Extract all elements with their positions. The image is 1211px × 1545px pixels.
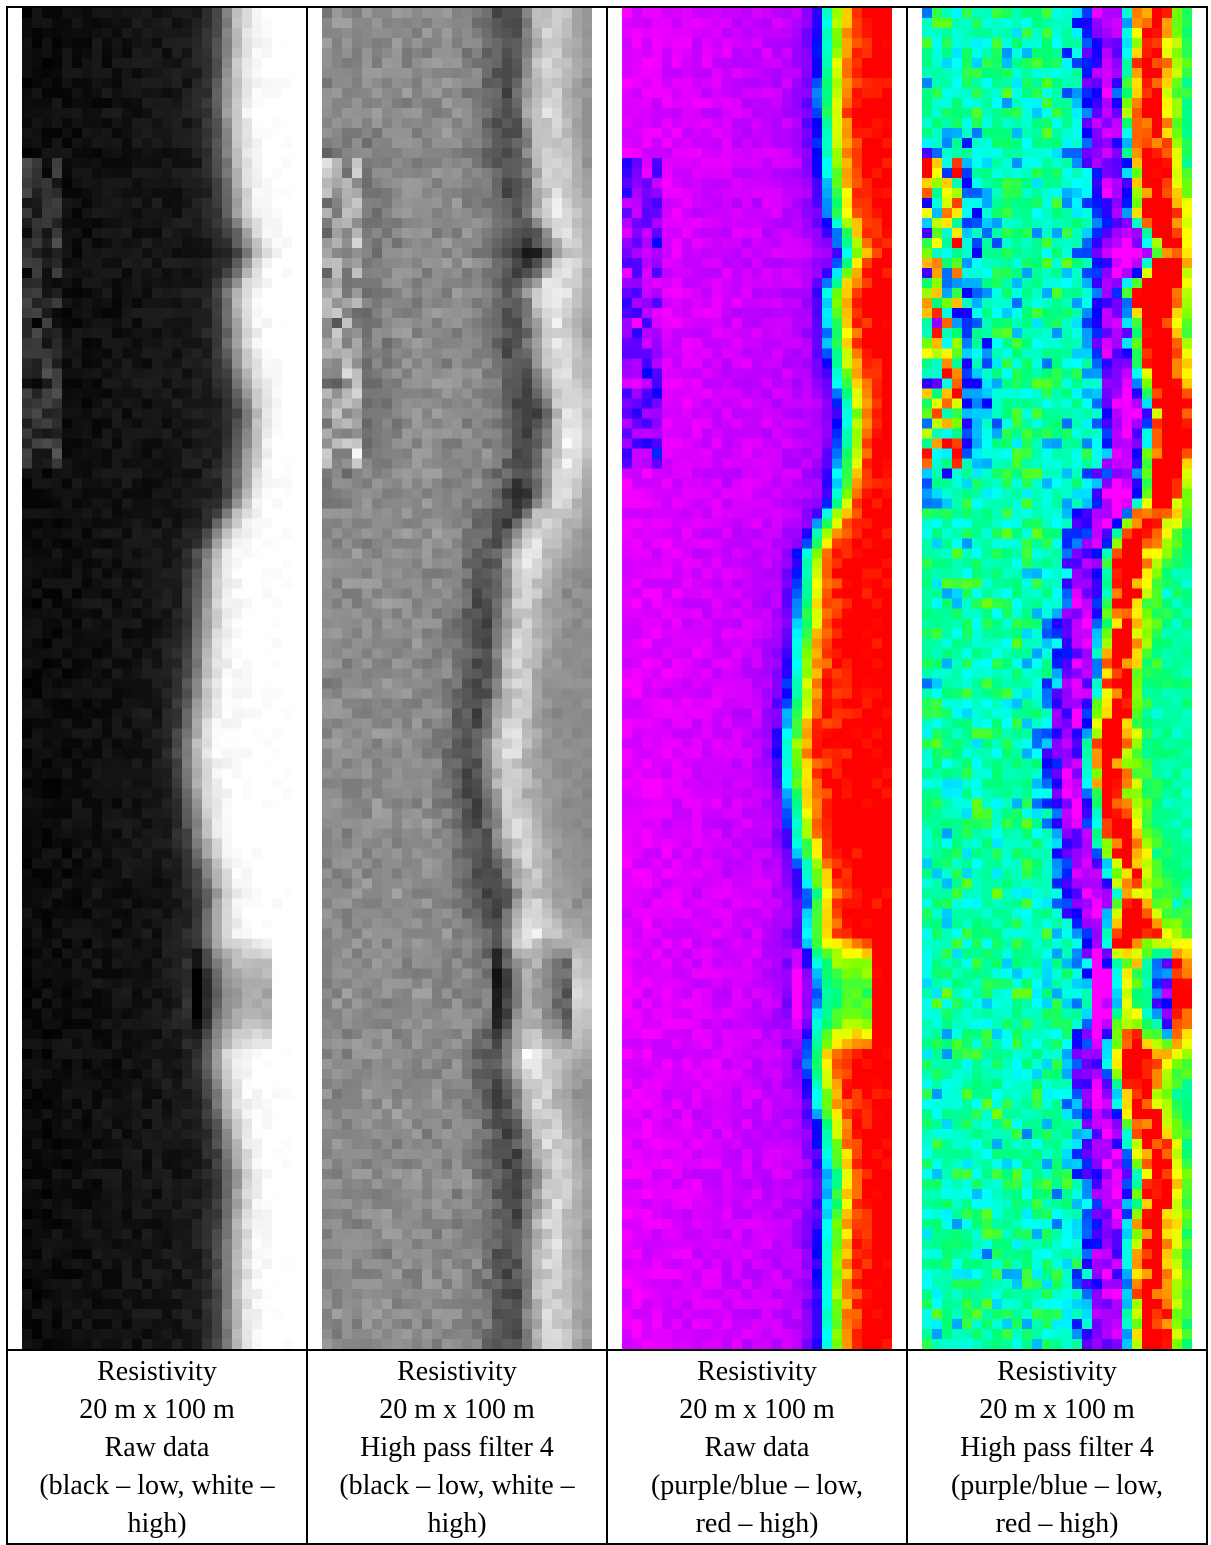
caption-raw-gray: Resistivity 20 m x 100 m Raw data (black… (6, 1349, 308, 1545)
caption-title: Resistivity (697, 1356, 817, 1387)
panel-image-cell-hp-color (906, 6, 1208, 1351)
caption-processing: High pass filter 4 (960, 1432, 1154, 1463)
caption-scale-note-cont: high) (427, 1508, 487, 1539)
caption-dimensions: 20 m x 100 m (379, 1394, 535, 1425)
caption-processing: Raw data (704, 1432, 810, 1463)
caption-title: Resistivity (97, 1356, 217, 1387)
panel-image-cell-hp-gray (306, 6, 608, 1351)
caption-row: Resistivity 20 m x 100 m Raw data (black… (6, 1349, 1208, 1545)
caption-dimensions: 20 m x 100 m (679, 1394, 835, 1425)
image-row (6, 6, 1208, 1351)
caption-scale-note: (purple/blue – low, (950, 1470, 1164, 1501)
caption-processing: High pass filter 4 (360, 1432, 554, 1463)
caption-dimensions: 20 m x 100 m (979, 1394, 1135, 1425)
figure-table: Resistivity 20 m x 100 m Raw data (black… (6, 6, 1208, 1545)
caption-scale-note-cont: high) (127, 1508, 187, 1539)
resistivity-map-highpass-color (922, 8, 1192, 1349)
caption-scale-note-cont: red – high) (995, 1508, 1119, 1539)
caption-processing: Raw data (104, 1432, 210, 1463)
caption-raw-color: Resistivity 20 m x 100 m Raw data (purpl… (606, 1349, 908, 1545)
caption-dimensions: 20 m x 100 m (79, 1394, 235, 1425)
caption-scale-note: (black – low, white – (339, 1470, 575, 1501)
caption-title: Resistivity (397, 1356, 517, 1387)
caption-scale-note: (black – low, white – (39, 1470, 275, 1501)
panel-image-cell-raw-color (606, 6, 908, 1351)
caption-hp-color: Resistivity 20 m x 100 m High pass filte… (906, 1349, 1208, 1545)
resistivity-map-raw-color (622, 8, 892, 1349)
caption-scale-note: (purple/blue – low, (650, 1470, 864, 1501)
caption-hp-gray: Resistivity 20 m x 100 m High pass filte… (306, 1349, 608, 1545)
caption-scale-note-cont: red – high) (695, 1508, 819, 1539)
resistivity-map-raw-grayscale (22, 8, 292, 1349)
panel-image-cell-raw-gray (6, 6, 308, 1351)
caption-title: Resistivity (997, 1356, 1117, 1387)
resistivity-map-highpass-grayscale (322, 8, 592, 1349)
